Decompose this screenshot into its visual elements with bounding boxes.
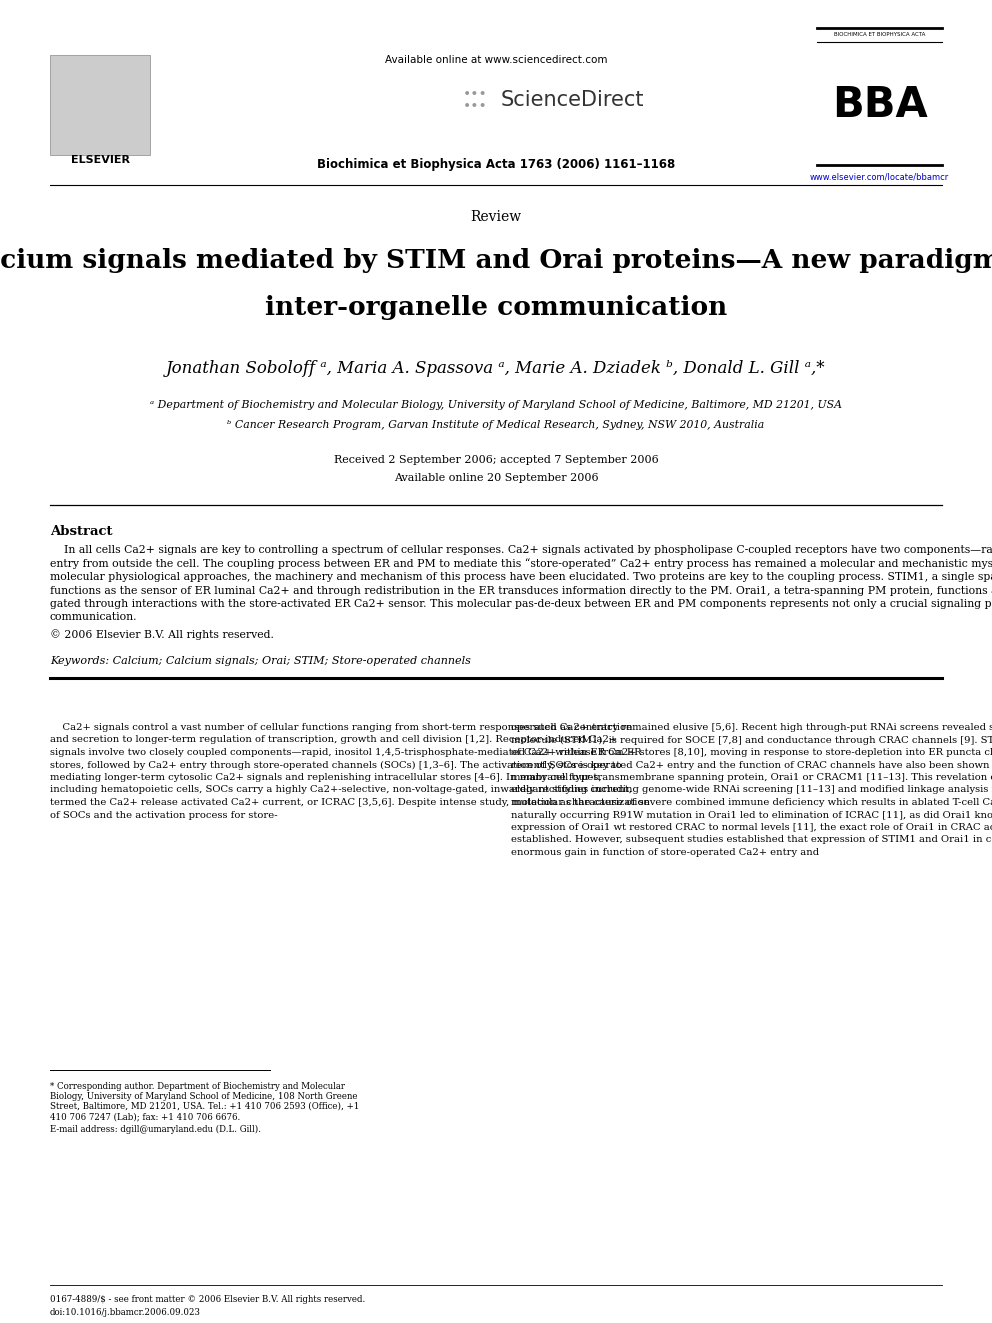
Text: inter-organelle communication: inter-organelle communication [265,295,727,320]
Text: stores, followed by Ca2+ entry through store-operated channels (SOCs) [1,3–6]. T: stores, followed by Ca2+ entry through s… [50,761,622,770]
Text: gated through interactions with the store-activated ER Ca2+ sensor. This molecul: gated through interactions with the stor… [50,599,992,609]
Text: operated Ca2+ entry remained elusive [5,6]. Recent high through-put RNAi screens: operated Ca2+ entry remained elusive [5,… [511,722,992,732]
Text: Biology, University of Maryland School of Medicine, 108 North Greene: Biology, University of Maryland School o… [50,1091,357,1101]
Text: of Ca2+ within ER Ca2+ stores [8,10], moving in response to store-depletion into: of Ca2+ within ER Ca2+ stores [8,10], mo… [511,747,992,757]
Text: Received 2 September 2006; accepted 7 September 2006: Received 2 September 2006; accepted 7 Se… [333,455,659,464]
Text: termed the Ca2+ release activated Ca2+ current, or ICRAC [3,5,6]. Despite intens: termed the Ca2+ release activated Ca2+ c… [50,798,650,807]
Text: 0167-4889/$ - see front matter © 2006 Elsevier B.V. All rights reserved.: 0167-4889/$ - see front matter © 2006 El… [50,1295,365,1304]
Text: Biochimica et Biophysica Acta 1763 (2006) 1161–1168: Biochimica et Biophysica Acta 1763 (2006… [316,157,676,171]
Text: Street, Baltimore, MD 21201, USA. Tel.: +1 410 706 2593 (Office), +1: Street, Baltimore, MD 21201, USA. Tel.: … [50,1102,359,1111]
Text: expression of Orai1 wt restored CRAC to normal levels [11], the exact role of Or: expression of Orai1 wt restored CRAC to … [511,823,992,832]
Text: mediating longer-term cytosolic Ca2+ signals and replenishing intracellular stor: mediating longer-term cytosolic Ca2+ sig… [50,773,601,782]
Bar [50,56,150,155]
Text: signals involve two closely coupled components—rapid, inositol 1,4,5-trisphospha: signals involve two closely coupled comp… [50,747,642,757]
Text: membrane four-transmembrane spanning protein, Orai1 or CRACM1 [11–13]. This reve: membrane four-transmembrane spanning pro… [511,773,992,782]
Text: Keywords: Calcium; Calcium signals; Orai; STIM; Store-operated channels: Keywords: Calcium; Calcium signals; Orai… [50,656,471,665]
Text: * Corresponding author. Department of Biochemistry and Molecular: * Corresponding author. Department of Bi… [50,1082,345,1091]
Text: elegant studies including genome-wide RNAi screening [11–13] and modified linkag: elegant studies including genome-wide RN… [511,786,992,795]
Text: communication.: communication. [50,613,138,623]
Text: molecule (STIM1), is required for SOCE [7,8] and conductance through CRAC channe: molecule (STIM1), is required for SOCE [… [511,736,992,745]
Text: naturally occurring R91W mutation in Orai1 led to elimination of ICRAC [11], as : naturally occurring R91W mutation in Ora… [511,811,992,819]
Text: enormous gain in function of store-operated Ca2+ entry and: enormous gain in function of store-opera… [511,848,819,857]
Text: E-mail address: dgill@umaryland.edu (D.L. Gill).: E-mail address: dgill@umaryland.edu (D.L… [50,1125,261,1134]
Text: Abstract: Abstract [50,525,112,538]
Text: established. However, subsequent studies established that expression of STIM1 an: established. However, subsequent studies… [511,836,992,844]
Text: © 2006 Elsevier B.V. All rights reserved.: © 2006 Elsevier B.V. All rights reserved… [50,628,274,640]
Text: Calcium signals mediated by STIM and Orai proteins—A new paradigm in: Calcium signals mediated by STIM and Ora… [0,247,992,273]
Text: including hematopoietic cells, SOCs carry a highly Ca2+-selective, non-voltage-g: including hematopoietic cells, SOCs carr… [50,786,632,795]
Text: ᵃ Department of Biochemistry and Molecular Biology, University of Maryland Schoo: ᵃ Department of Biochemistry and Molecul… [150,400,842,410]
Text: BBA: BBA [831,83,928,126]
Text: doi:10.1016/j.bbamcr.2006.09.023: doi:10.1016/j.bbamcr.2006.09.023 [50,1308,200,1316]
Text: BIOCHIMICA ET BIOPHYSICA ACTA: BIOCHIMICA ET BIOPHYSICA ACTA [834,33,926,37]
Text: Review: Review [470,210,522,224]
Text: mutation as the cause of severe combined immune deficiency which results in abla: mutation as the cause of severe combined… [511,798,992,807]
Text: www.elsevier.com/locate/bbamcr: www.elsevier.com/locate/bbamcr [809,172,949,181]
Text: ScienceDirect: ScienceDirect [501,90,645,110]
Text: Jonathan Soboloff ᵃ, Maria A. Spassova ᵃ, Marie A. Dziadek ᵇ, Donald L. Gill ᵃ,*: Jonathan Soboloff ᵃ, Maria A. Spassova ᵃ… [167,360,825,377]
Text: molecular physiological approaches, the machinery and mechanism of this process : molecular physiological approaches, the … [50,572,992,582]
Text: entry from outside the cell. The coupling process between ER and PM to mediate t: entry from outside the cell. The couplin… [50,558,992,569]
Text: Available online 20 September 2006: Available online 20 September 2006 [394,474,598,483]
Text: In all cells Ca2+ signals are key to controlling a spectrum of cellular response: In all cells Ca2+ signals are key to con… [50,545,992,556]
Text: functions as the sensor of ER luminal Ca2+ and through redistribution in the ER : functions as the sensor of ER luminal Ca… [50,586,992,595]
Text: 410 706 7247 (Lab); fax: +1 410 706 6676.: 410 706 7247 (Lab); fax: +1 410 706 6676… [50,1113,240,1121]
Text: and secretion to longer-term regulation of transcription, growth and cell divisi: and secretion to longer-term regulation … [50,736,617,745]
Text: Available online at www.sciencedirect.com: Available online at www.sciencedirect.co… [385,56,607,65]
Text: recently, store-operated Ca2+ entry and the function of CRAC channels have also : recently, store-operated Ca2+ entry and … [511,761,992,770]
Text: ELSEVIER: ELSEVIER [70,155,130,165]
Text: of SOCs and the activation process for store-: of SOCs and the activation process for s… [50,811,278,819]
Text: ᵇ Cancer Research Program, Garvan Institute of Medical Research, Sydney, NSW 201: ᵇ Cancer Research Program, Garvan Instit… [227,419,765,430]
Text: Ca2+ signals control a vast number of cellular functions ranging from short-term: Ca2+ signals control a vast number of ce… [50,722,633,732]
Text: •••
•••: ••• ••• [463,86,488,114]
